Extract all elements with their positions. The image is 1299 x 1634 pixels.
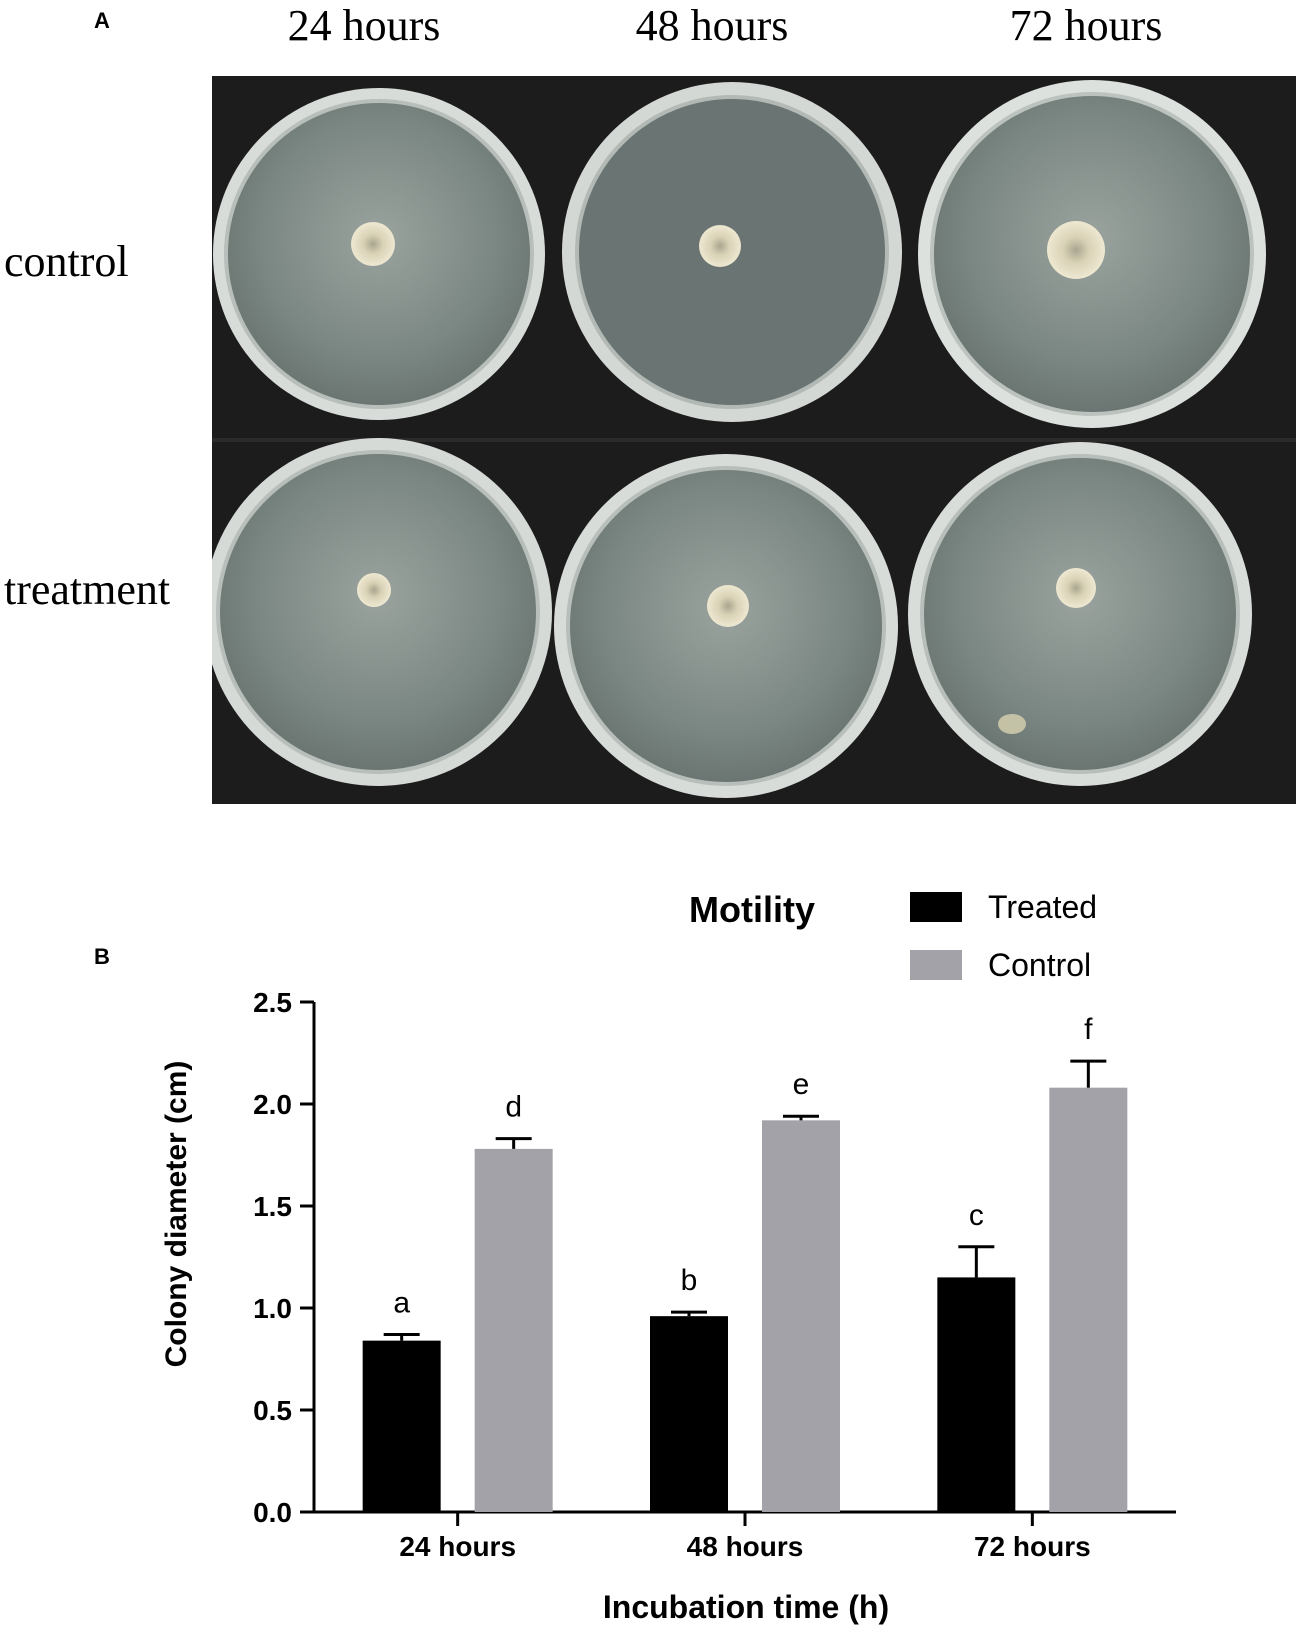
- petri-dish-photo-grid: [212, 76, 1296, 804]
- column-header-24h: 24 hours: [287, 1, 441, 50]
- bar-control: [474, 1148, 553, 1512]
- x-axis-ticks: 24 hours 48 hours 72 hours: [399, 1512, 1091, 1562]
- y-axis-ticks: 0.0 0.5 1.0 1.5 2.0 2.5: [253, 987, 314, 1528]
- significance-letter: e: [793, 1068, 810, 1101]
- y-tick-label: 0.5: [253, 1395, 292, 1426]
- legend: Treated Control: [910, 889, 1097, 983]
- panel-a-letter: A: [94, 8, 110, 33]
- bar-control: [762, 1120, 840, 1512]
- bar-treated: [937, 1277, 1016, 1512]
- bar-treated: [650, 1316, 728, 1512]
- legend-label-treated: Treated: [988, 889, 1097, 925]
- x-tick-label: 24 hours: [399, 1531, 516, 1562]
- column-header-48h: 48 hours: [635, 1, 789, 50]
- petri-dish-treatment-24h: [212, 438, 552, 786]
- petri-dish-treatment-48h: [554, 454, 898, 798]
- significance-letter: b: [681, 1264, 698, 1297]
- y-tick-label: 2.5: [253, 987, 292, 1018]
- bar-control: [1049, 1087, 1128, 1512]
- y-tick-label: 1.5: [253, 1191, 292, 1222]
- petri-dish-treatment-72h: [908, 442, 1252, 786]
- significance-letter: c: [969, 1199, 984, 1232]
- y-tick-label: 1.0: [253, 1293, 292, 1324]
- x-axis-title: Incubation time (h): [603, 1589, 889, 1625]
- motility-bar-chart: Motility Treated Control Colony diameter…: [160, 889, 1176, 1625]
- x-tick-label: 48 hours: [687, 1531, 804, 1562]
- column-header-72h: 72 hours: [1009, 1, 1163, 50]
- significance-letter: f: [1084, 1013, 1093, 1046]
- bar-treated: [362, 1340, 441, 1512]
- legend-label-control: Control: [988, 947, 1091, 983]
- chart-title: Motility: [689, 889, 815, 930]
- legend-swatch-treated: [910, 892, 962, 922]
- y-tick-label: 2.0: [253, 1089, 292, 1120]
- petri-dish-control-48h: [562, 82, 902, 422]
- y-tick-label: 0.0: [253, 1497, 292, 1528]
- bars: a d b e c f: [362, 1013, 1128, 1512]
- petri-dish-control-72h: [918, 80, 1266, 428]
- y-axis-title: Colony diameter (cm): [160, 1061, 193, 1368]
- row-header-control: control: [4, 237, 129, 286]
- significance-letter: a: [393, 1287, 410, 1320]
- significance-letter: d: [505, 1091, 522, 1124]
- row-header-treatment: treatment: [4, 565, 171, 614]
- x-tick-label: 72 hours: [974, 1531, 1091, 1562]
- panel-b-letter: B: [94, 944, 110, 969]
- petri-dish-control-24h: [213, 88, 545, 420]
- legend-swatch-control: [910, 950, 962, 980]
